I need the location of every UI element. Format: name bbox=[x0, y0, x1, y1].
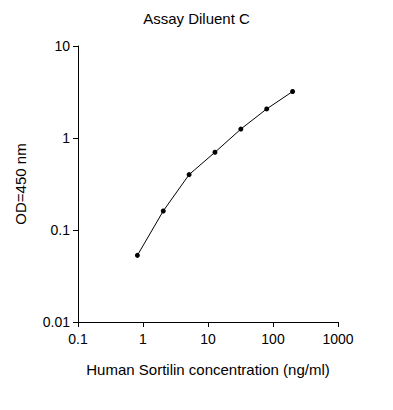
svg-text:10: 10 bbox=[200, 331, 216, 347]
svg-text:Assay Diluent C: Assay Diluent C bbox=[143, 10, 250, 27]
svg-text:0.1: 0.1 bbox=[68, 331, 88, 347]
svg-text:1: 1 bbox=[139, 331, 147, 347]
svg-text:0.01: 0.01 bbox=[43, 314, 70, 330]
svg-text:1: 1 bbox=[62, 130, 70, 146]
svg-text:0.1: 0.1 bbox=[51, 222, 71, 238]
svg-text:1000: 1000 bbox=[322, 331, 353, 347]
svg-text:Human Sortilin concentration (: Human Sortilin concentration (ng/ml) bbox=[86, 361, 329, 378]
svg-text:OD=450 nm: OD=450 nm bbox=[12, 143, 29, 224]
svg-text:10: 10 bbox=[54, 38, 70, 54]
svg-text:100: 100 bbox=[261, 331, 285, 347]
